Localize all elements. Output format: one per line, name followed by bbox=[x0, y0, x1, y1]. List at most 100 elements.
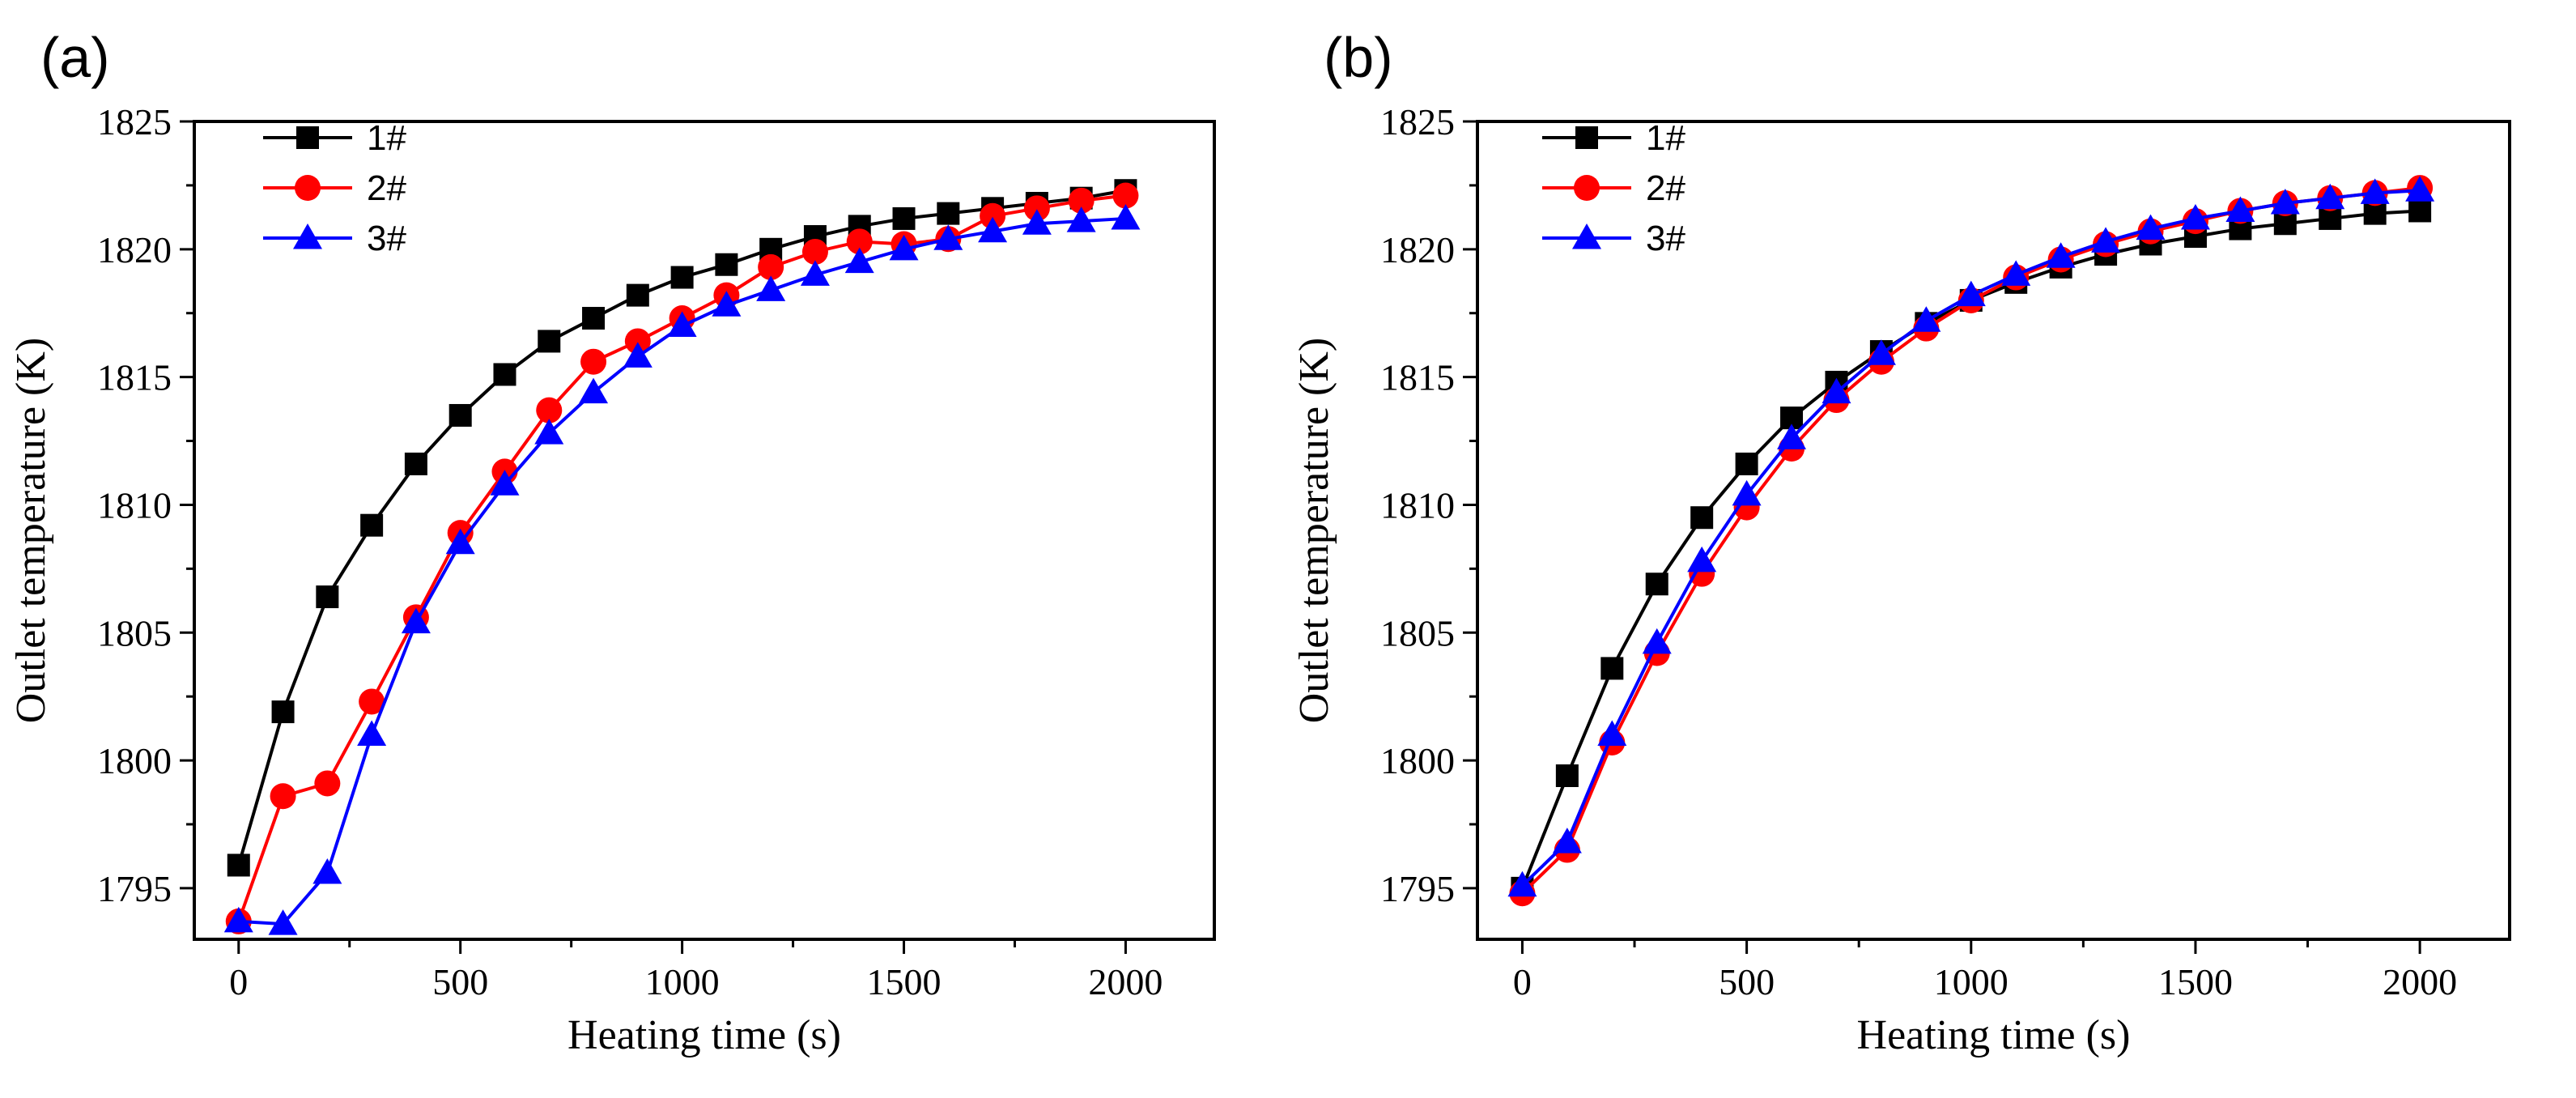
legend-label: 3# bbox=[1646, 219, 1685, 258]
data-point bbox=[846, 228, 873, 255]
y-tick-label: 1795 bbox=[97, 868, 172, 909]
data-point bbox=[1597, 720, 1627, 746]
plot-frame bbox=[193, 120, 1216, 941]
data-point bbox=[2136, 214, 2166, 240]
data-point bbox=[1112, 182, 1139, 209]
data-point bbox=[2046, 242, 2076, 268]
data-point bbox=[268, 909, 298, 935]
data-point bbox=[1687, 546, 1717, 572]
x-tick-label: 2000 bbox=[2383, 961, 2457, 1002]
data-point bbox=[1555, 764, 1579, 787]
data-point bbox=[1735, 452, 1758, 475]
data-point bbox=[937, 202, 960, 225]
data-point bbox=[1552, 828, 1582, 853]
data-point bbox=[1777, 423, 1807, 449]
y-tick-label: 1795 bbox=[1380, 868, 1455, 909]
legend-label: 3# bbox=[367, 219, 406, 258]
data-point bbox=[493, 363, 516, 386]
panel-label: (a) bbox=[40, 26, 110, 89]
chart-panel-2: (b) 0 500 1000 1500 2000 1795 1800 1805 1810 1815 1… bbox=[1291, 26, 2511, 1058]
data-point bbox=[889, 234, 919, 261]
series-3 bbox=[1507, 176, 2435, 897]
data-point bbox=[1111, 203, 1141, 230]
data-point bbox=[223, 906, 253, 933]
data-point bbox=[445, 528, 475, 555]
data-point bbox=[490, 470, 520, 496]
y-axis-label: Outlet temperature (K) bbox=[8, 338, 54, 723]
legend: 1# 2# 3# bbox=[1542, 118, 1685, 258]
legend-label: 2# bbox=[367, 168, 406, 208]
data-point bbox=[2315, 183, 2345, 210]
data-point bbox=[670, 266, 694, 289]
data-point bbox=[1821, 377, 1851, 404]
legend-marker bbox=[296, 126, 319, 149]
plot-frame bbox=[1476, 120, 2511, 941]
data-point bbox=[801, 238, 828, 265]
data-point bbox=[357, 720, 387, 746]
data-point bbox=[1866, 339, 1896, 365]
y-tick-label: 1815 bbox=[97, 357, 172, 398]
x-tick-label: 0 bbox=[229, 961, 248, 1002]
legend-marker bbox=[1572, 223, 1601, 249]
x-tick-label: 2000 bbox=[1088, 961, 1163, 1002]
data-point bbox=[1600, 657, 1624, 680]
y-tick-label: 1825 bbox=[1380, 101, 1455, 143]
y-tick-label: 1815 bbox=[1380, 357, 1455, 398]
y-tick-label: 1820 bbox=[97, 229, 172, 270]
legend-label: 1# bbox=[1646, 118, 1685, 158]
data-point bbox=[2405, 176, 2435, 202]
data-point bbox=[715, 253, 738, 276]
data-point bbox=[316, 585, 339, 609]
data-point bbox=[580, 348, 607, 375]
data-point bbox=[667, 311, 697, 337]
series-2 bbox=[225, 182, 1139, 934]
data-point bbox=[1068, 187, 1095, 214]
legend-marker bbox=[295, 175, 321, 201]
y-tick-label: 1805 bbox=[97, 612, 172, 653]
series-line bbox=[236, 194, 1126, 922]
data-point bbox=[271, 700, 295, 724]
data-point bbox=[538, 330, 561, 353]
data-point bbox=[800, 260, 830, 286]
y-tick-label: 1800 bbox=[1380, 740, 1455, 781]
data-point bbox=[536, 397, 563, 423]
x-tick-label: 500 bbox=[432, 961, 488, 1002]
data-point bbox=[1642, 628, 1672, 654]
y-axis-label: Outlet temperature (K) bbox=[1291, 338, 1337, 723]
data-point bbox=[758, 253, 784, 280]
data-point bbox=[2180, 203, 2210, 230]
data-point bbox=[1507, 870, 1537, 897]
data-point bbox=[401, 607, 431, 634]
data-point bbox=[448, 403, 472, 427]
data-point bbox=[404, 452, 427, 475]
data-point bbox=[270, 783, 296, 810]
data-point bbox=[582, 307, 606, 330]
y-tick-label: 1825 bbox=[97, 101, 172, 143]
data-point bbox=[1022, 209, 1052, 235]
data-point bbox=[1023, 195, 1050, 222]
legend-marker bbox=[1575, 126, 1598, 149]
legend-marker bbox=[1574, 175, 1600, 201]
data-point bbox=[2001, 260, 2031, 286]
data-point bbox=[1911, 306, 1941, 332]
data-point bbox=[844, 247, 874, 274]
chart-panel-1: (a) 0 500 1000 1500 2000 1795 1800 1805 1810 1815 1… bbox=[8, 26, 1216, 1058]
legend-marker bbox=[293, 223, 322, 249]
legend: 1# 2# 3# bbox=[263, 118, 406, 258]
x-tick-label: 1000 bbox=[645, 961, 720, 1002]
y-tick-label: 1805 bbox=[1380, 612, 1455, 653]
data-point bbox=[1690, 506, 1714, 530]
data-point bbox=[2408, 199, 2432, 223]
y-tick-label: 1800 bbox=[97, 740, 172, 781]
y-tick-label: 1820 bbox=[1380, 229, 1455, 270]
data-point bbox=[933, 224, 963, 250]
x-axis-label: Heating time (s) bbox=[567, 1012, 841, 1058]
y-tick-label: 1810 bbox=[1380, 484, 1455, 526]
legend-label: 1# bbox=[367, 118, 406, 158]
legend-label: 2# bbox=[1646, 168, 1685, 208]
series-1 bbox=[227, 179, 1137, 877]
data-point bbox=[626, 283, 649, 307]
data-point bbox=[312, 858, 342, 884]
